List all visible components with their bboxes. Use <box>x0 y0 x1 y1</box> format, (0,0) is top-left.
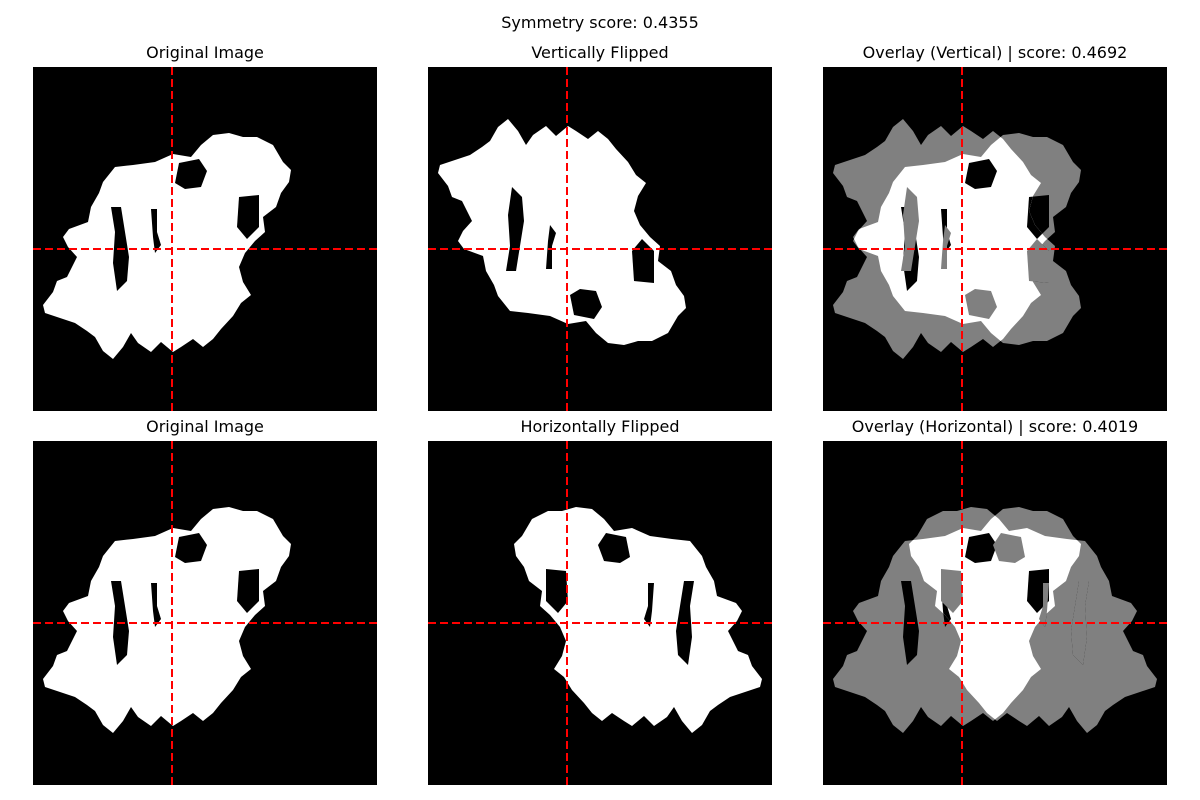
blob-original-shape <box>43 507 291 733</box>
panel-horizontal-flip-svg <box>428 441 772 785</box>
blob-original-shape <box>43 133 291 359</box>
panel-overlay-vertical-svg <box>823 67 1167 411</box>
overlay-flipped-hole-1 <box>901 187 919 271</box>
panel-title-overlay-vertical: Overlay (Vertical) | score: 0.4692 <box>862 43 1128 62</box>
blob-flipped-vertical-shape <box>438 119 686 345</box>
blob-original-hole-2 <box>151 583 161 627</box>
overlay-flipped-hole-2 <box>941 225 951 269</box>
blob-original-hole-4 <box>237 195 259 239</box>
overlay-flipped-hole-3 <box>965 289 997 319</box>
panel-overlay-horizontal-svg <box>823 441 1167 785</box>
overlay-intersection-shape <box>909 507 1081 733</box>
panel-vertical-flip <box>428 67 772 411</box>
overlay-intersection-hole-3 <box>965 533 997 563</box>
blob-flipped-horizontal-hole-2 <box>644 583 654 627</box>
overlay-intersection-hole-3 <box>965 159 997 189</box>
panel-title-overlay-horizontal: Overlay (Horizontal) | score: 0.4019 <box>851 417 1139 436</box>
panel-original-top <box>33 67 377 411</box>
blob-flipped-vertical-hole-3 <box>570 289 602 319</box>
blob-flipped-horizontal-hole-3 <box>598 533 630 563</box>
blob-flipped-horizontal-hole-4 <box>546 569 568 613</box>
blob-original-hole-4 <box>237 569 259 613</box>
blob-flipped-vertical-hole-2 <box>546 225 556 269</box>
panel-horizontal-flip <box>428 441 772 785</box>
panel-title-original-top: Original Image <box>146 43 264 62</box>
blob-original-hole-2 <box>151 209 161 253</box>
overlay-flipped-hole-4 <box>941 569 963 613</box>
panel-overlay-horizontal <box>823 441 1167 785</box>
blob-original-hole-3 <box>175 533 207 563</box>
panel-vertical-flip-svg <box>428 67 772 411</box>
panel-overlay-vertical <box>823 67 1167 411</box>
overlay-flipped-hole-2 <box>1039 583 1049 627</box>
blob-original <box>43 133 291 359</box>
blob-flipped-horizontal-shape <box>514 507 762 733</box>
panel-title-original-bottom: Original Image <box>146 417 264 436</box>
panel-original-top-svg <box>33 67 377 411</box>
blob-flipped-horizontal <box>514 507 762 733</box>
figure-suptitle: Symmetry score: 0.4355 <box>501 13 699 32</box>
panel-title-horizontal-flip: Horizontally Flipped <box>520 417 680 436</box>
panel-title-vertical-flip: Vertically Flipped <box>531 43 669 62</box>
overlay-flipped-hole-3 <box>993 533 1025 563</box>
blob-original-hole-3 <box>175 159 207 189</box>
panel-original-bottom-svg <box>33 441 377 785</box>
panel-original-bottom <box>33 441 377 785</box>
blob-flipped-vertical-hole-1 <box>506 187 524 271</box>
